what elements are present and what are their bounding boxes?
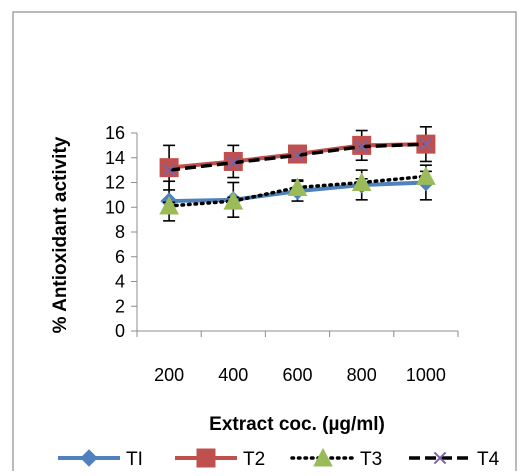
y-tick-label: 12 (105, 173, 125, 193)
data-point-triangle (416, 166, 436, 185)
x-ticks: 200 400 600 800 1000 (136, 331, 459, 385)
data-point-triangle (351, 172, 372, 191)
chart-frame (12, 11, 517, 476)
data-point-square (196, 448, 216, 468)
legend-label: TI (126, 449, 143, 470)
data-point-x (162, 163, 176, 177)
x-tick-label: 1000 (406, 365, 446, 385)
x-tick-label: 600 (282, 365, 312, 385)
y-tick-label: 6 (115, 247, 125, 267)
data-point-triangle (159, 195, 179, 215)
series-t4 (162, 137, 433, 177)
legend-item-t4: T4 (409, 449, 500, 470)
data-point-x (355, 140, 369, 153)
data-point-x (419, 137, 433, 151)
data-point-triangle (223, 190, 244, 210)
y-tick-label: 0 (115, 321, 125, 341)
data-point-triangle (313, 447, 333, 467)
y-ticks: 0 2 4 6 8 10 12 14 16 (105, 123, 137, 341)
y-tick-label: 8 (115, 222, 125, 242)
y-tick-label: 10 (105, 197, 125, 217)
legend-item-ti: TI (58, 449, 143, 470)
data-point-x (226, 156, 240, 170)
legend-label: T2 (243, 449, 265, 470)
legend: TI T2 T3 T4 (58, 447, 500, 470)
legend-item-t2: T2 (175, 448, 265, 470)
y-tick-label: 16 (105, 123, 125, 143)
data-point-triangle (287, 177, 308, 196)
legend-label: T4 (477, 449, 500, 470)
y-axis-label: % Antioxidant activity (50, 136, 71, 333)
data-point-diamond (80, 449, 98, 467)
y-tick-label: 2 (115, 296, 125, 316)
y-tick-label: 14 (105, 148, 125, 168)
legend-label: T3 (360, 449, 382, 470)
legend-item-t3: T3 (290, 447, 382, 470)
data-point-x (433, 451, 447, 465)
series-t3 (159, 166, 436, 215)
x-tick-label: 200 (154, 365, 184, 385)
series-layer (159, 126, 436, 222)
y-tick-label: 4 (115, 272, 125, 292)
x-tick-label: 400 (218, 365, 248, 385)
x-tick-label: 800 (347, 365, 377, 385)
data-point-x (291, 148, 304, 162)
x-axis-label: Extract coc. (µg/ml) (209, 414, 385, 435)
